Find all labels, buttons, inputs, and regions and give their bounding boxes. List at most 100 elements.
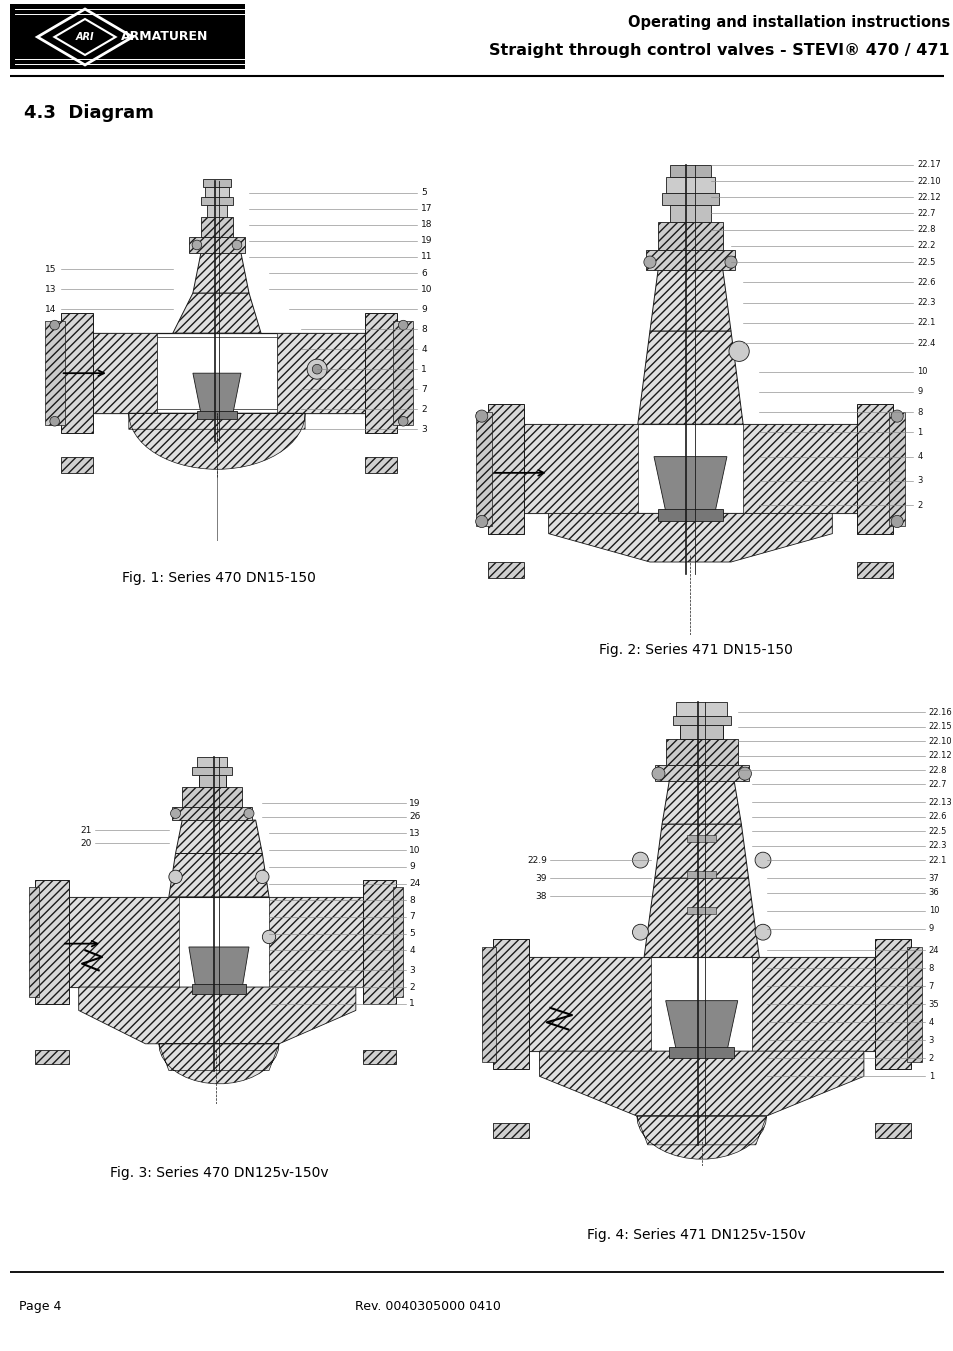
- Text: 22.5: 22.5: [928, 827, 946, 836]
- Polygon shape: [35, 881, 69, 1004]
- Text: Operating and installation instructions: Operating and installation instructions: [627, 15, 949, 31]
- Text: 3: 3: [917, 477, 922, 485]
- Bar: [192, 984, 245, 994]
- Text: Rev. 0040305000 0410: Rev. 0040305000 0410: [355, 1300, 501, 1313]
- Text: 22.8: 22.8: [917, 226, 935, 234]
- Text: 8: 8: [928, 963, 933, 973]
- Circle shape: [890, 515, 902, 527]
- Bar: [686, 871, 716, 878]
- Text: 22.16: 22.16: [928, 708, 951, 717]
- Text: 8: 8: [421, 324, 427, 334]
- Bar: [672, 716, 730, 725]
- Circle shape: [728, 340, 748, 362]
- Polygon shape: [874, 1123, 910, 1138]
- Text: 14: 14: [45, 304, 56, 313]
- Polygon shape: [392, 886, 402, 997]
- Circle shape: [50, 416, 59, 426]
- Text: 4: 4: [917, 453, 922, 461]
- Bar: [10, 4, 245, 69]
- Polygon shape: [129, 413, 305, 469]
- Text: 22.3: 22.3: [928, 842, 946, 850]
- Text: 7: 7: [409, 912, 415, 921]
- Polygon shape: [654, 824, 748, 878]
- Circle shape: [754, 852, 770, 869]
- Circle shape: [890, 411, 902, 422]
- Polygon shape: [487, 562, 524, 578]
- Polygon shape: [45, 322, 65, 426]
- Circle shape: [754, 924, 770, 940]
- Polygon shape: [193, 253, 249, 293]
- Text: 22.12: 22.12: [917, 193, 940, 201]
- Text: ARI: ARI: [75, 32, 94, 42]
- Text: 22.4: 22.4: [917, 339, 935, 347]
- Bar: [201, 218, 233, 236]
- Text: 4.3  Diagram: 4.3 Diagram: [24, 104, 153, 123]
- Polygon shape: [751, 958, 888, 1051]
- Polygon shape: [637, 1116, 766, 1159]
- Polygon shape: [55, 897, 178, 988]
- Circle shape: [50, 320, 59, 330]
- Text: 2: 2: [409, 982, 415, 992]
- Polygon shape: [665, 1001, 737, 1051]
- Circle shape: [476, 411, 487, 422]
- Polygon shape: [487, 404, 524, 534]
- Text: 19: 19: [409, 798, 420, 808]
- Circle shape: [398, 416, 408, 426]
- Polygon shape: [654, 457, 726, 513]
- Text: 10: 10: [409, 846, 420, 855]
- Text: 38: 38: [535, 892, 546, 901]
- Bar: [670, 205, 710, 222]
- Text: 22.6: 22.6: [928, 812, 946, 821]
- Text: 7: 7: [421, 385, 427, 393]
- Circle shape: [232, 240, 241, 250]
- Text: 22.12: 22.12: [928, 751, 951, 761]
- Circle shape: [255, 870, 269, 884]
- Circle shape: [307, 359, 327, 380]
- Text: 17: 17: [421, 204, 433, 213]
- Polygon shape: [856, 562, 892, 578]
- Bar: [189, 236, 245, 253]
- Polygon shape: [508, 424, 872, 513]
- Polygon shape: [492, 1123, 528, 1138]
- Polygon shape: [172, 293, 261, 334]
- Polygon shape: [78, 988, 355, 1044]
- Text: 9: 9: [421, 304, 427, 313]
- Text: 7: 7: [928, 982, 933, 990]
- Polygon shape: [55, 897, 178, 988]
- Text: 5: 5: [409, 929, 415, 938]
- Polygon shape: [508, 424, 638, 513]
- Bar: [661, 193, 718, 205]
- Polygon shape: [742, 424, 872, 513]
- Polygon shape: [175, 820, 262, 854]
- Text: 1: 1: [409, 1000, 415, 1008]
- Text: 22.17: 22.17: [917, 161, 941, 169]
- Text: 9: 9: [928, 924, 933, 934]
- Polygon shape: [76, 334, 381, 413]
- Circle shape: [312, 365, 321, 374]
- Text: 22.1: 22.1: [917, 319, 935, 327]
- Text: ARMATUREN: ARMATUREN: [121, 31, 209, 43]
- Text: 5: 5: [421, 188, 427, 197]
- Text: 22.6: 22.6: [917, 278, 935, 286]
- Polygon shape: [539, 1051, 863, 1116]
- Polygon shape: [874, 939, 910, 1069]
- Text: 4: 4: [421, 345, 426, 354]
- Text: 2: 2: [917, 501, 922, 509]
- Polygon shape: [476, 412, 492, 526]
- Bar: [676, 701, 726, 716]
- Circle shape: [476, 515, 487, 527]
- Polygon shape: [856, 404, 892, 534]
- Text: 21: 21: [81, 825, 91, 835]
- Bar: [665, 177, 714, 193]
- Text: 26: 26: [409, 812, 420, 821]
- Circle shape: [651, 767, 664, 780]
- Polygon shape: [269, 897, 378, 988]
- Text: Fig. 2: Series 471 DN15-150: Fig. 2: Series 471 DN15-150: [598, 643, 793, 657]
- Bar: [658, 222, 722, 250]
- Text: 4: 4: [409, 946, 415, 955]
- Text: Fig. 4: Series 471 DN125v-150v: Fig. 4: Series 471 DN125v-150v: [586, 1228, 805, 1242]
- Bar: [172, 807, 252, 820]
- Text: 8: 8: [409, 896, 415, 905]
- Text: 9: 9: [917, 388, 922, 396]
- Bar: [645, 250, 734, 270]
